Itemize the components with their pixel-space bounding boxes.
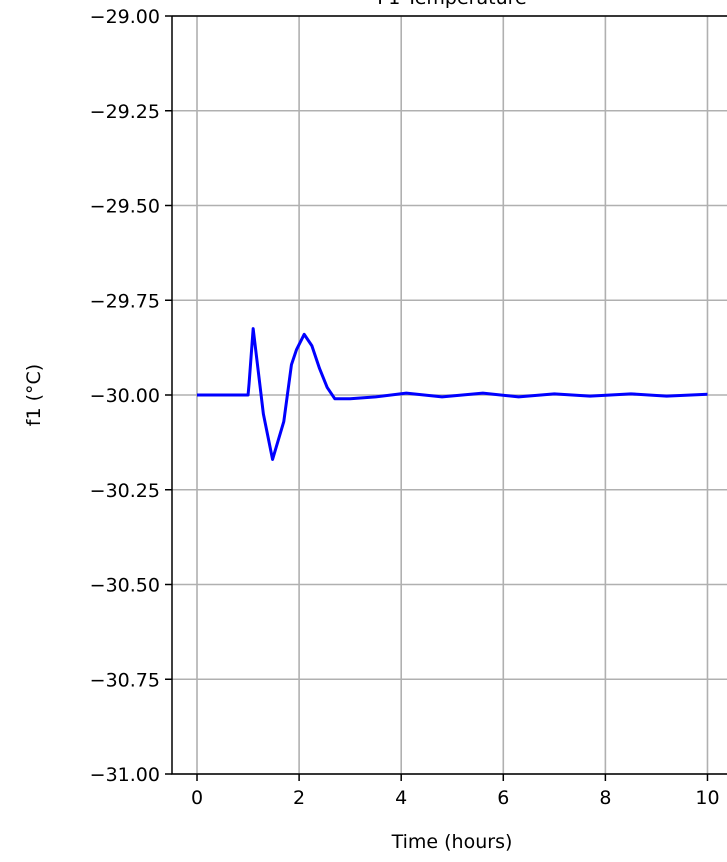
- x-axis-label: Time (hours): [391, 831, 513, 853]
- x-tick-label: 0: [191, 787, 203, 809]
- y-tick-label: −31.00: [90, 764, 160, 786]
- x-tick-label: 2: [293, 787, 305, 809]
- y-tick-label: −29.50: [90, 196, 160, 218]
- x-tick-label: 8: [599, 787, 611, 809]
- x-tick-label: 10: [695, 787, 719, 809]
- y-tick-label: −30.25: [90, 480, 160, 502]
- axes-frame: [171, 15, 727, 775]
- x-tick-label: 4: [395, 787, 407, 809]
- x-tick-label: 6: [497, 787, 509, 809]
- y-tick-label: −29.75: [90, 290, 160, 312]
- y-tick-label: −30.50: [90, 575, 160, 597]
- y-axis-label: f1 (°C): [23, 364, 45, 426]
- data-line: [197, 327, 708, 461]
- y-tick-label: −30.75: [90, 669, 160, 691]
- chart-title: F1 Temperature: [377, 0, 526, 9]
- y-tick-label: −29.00: [90, 6, 160, 28]
- y-tick-label: −29.25: [90, 101, 160, 123]
- y-tick-label: −30.00: [90, 385, 160, 407]
